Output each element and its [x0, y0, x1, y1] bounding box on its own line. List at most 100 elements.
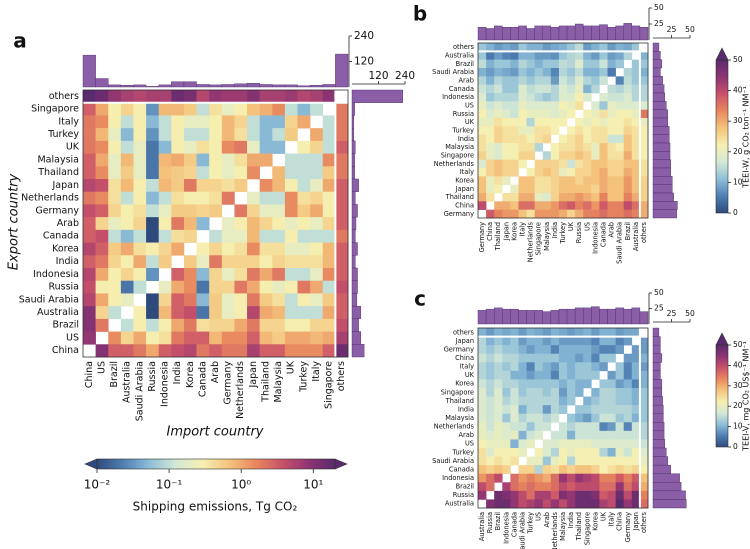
heatmap-cell [591, 439, 600, 449]
top-marginal-tick-label: 240 [354, 30, 374, 42]
heatmap-cell [518, 201, 527, 210]
heatmap-cell [583, 370, 592, 380]
right-marginal-bar [652, 67, 661, 77]
heatmap-cell [583, 422, 592, 432]
heatmap-cell [284, 255, 298, 269]
heatmap-cell [607, 370, 616, 380]
heatmap-cell [120, 318, 134, 332]
heatmap-cell [310, 204, 324, 218]
heatmap-cell [486, 362, 495, 372]
heatmap-cell [542, 413, 552, 423]
heatmap-cell [221, 318, 235, 332]
heatmap-cell [83, 318, 96, 332]
heatmap-cell [567, 430, 576, 440]
heatmap-cell [478, 396, 487, 406]
heatmap-cell [108, 331, 122, 345]
heatmap-cell [518, 396, 527, 406]
heatmap-cell [575, 473, 584, 483]
heatmap-cell [478, 456, 487, 466]
heatmap-cell [486, 456, 495, 466]
heatmap-cell [510, 126, 519, 135]
heatmap-cell [158, 344, 172, 358]
heatmap-cell [284, 331, 298, 345]
heatmap-cell [607, 134, 616, 144]
heatmap-cell [146, 128, 160, 142]
heatmap-cell [550, 201, 560, 210]
top-marginal-bar [297, 85, 311, 88]
column-label: Indonesia [160, 361, 171, 407]
top-marginal-bar [583, 307, 592, 325]
heatmap-cell [583, 336, 592, 346]
heatmap-cell [494, 143, 503, 152]
colorbar-extend [334, 458, 348, 470]
heatmap-cell [534, 209, 544, 219]
heatmap-cell [494, 396, 503, 406]
heatmap-cell [120, 255, 134, 269]
top-marginal-bar [234, 83, 248, 88]
heatmap-cell [591, 430, 600, 440]
heatmap-cell [518, 184, 527, 194]
heatmap-cell [591, 448, 600, 457]
heatmap-cell [297, 140, 311, 154]
row-label: Italy [460, 168, 474, 176]
row-label: Turkey [47, 129, 79, 140]
heatmap-cell [335, 191, 349, 205]
heatmap-cell [639, 84, 649, 94]
heatmap-cell [171, 179, 185, 193]
heatmap-cell [322, 128, 336, 142]
heatmap-cell [526, 499, 535, 509]
heatmap-cell [171, 166, 185, 180]
heatmap-cell [558, 388, 568, 397]
heatmap-cell [486, 101, 495, 110]
column-label: Malaysia [273, 361, 284, 403]
heatmap-cell [486, 134, 495, 144]
heatmap-cell [221, 179, 235, 193]
heatmap-cell [534, 51, 544, 60]
heatmap-cell [494, 51, 503, 60]
heatmap-cell [133, 204, 147, 218]
heatmap-cell [599, 422, 608, 432]
heatmap-cell [518, 134, 527, 144]
heatmap-cell [518, 439, 527, 449]
x-axis-title: Import country [167, 425, 264, 440]
colorbar [716, 345, 728, 447]
heatmap-cell [95, 115, 109, 129]
heatmap-cell [494, 101, 503, 110]
heatmap-cell [272, 318, 286, 332]
heatmap-cell [478, 176, 487, 185]
heatmap-cell [234, 331, 248, 345]
heatmap-cell [599, 379, 608, 389]
heatmap-cell [494, 176, 503, 185]
heatmap-cell [108, 102, 122, 116]
heatmap-cell [146, 306, 160, 320]
heatmap-cell [591, 201, 600, 210]
heatmap-cell [567, 422, 576, 432]
heatmap-cell [196, 128, 210, 142]
row-label: Japan [455, 337, 474, 345]
column-label: Indonesia [502, 512, 510, 544]
heatmap-cell [158, 191, 172, 205]
heatmap-cell [247, 166, 260, 180]
heatmap-cell [284, 191, 298, 205]
heatmap-cell [567, 370, 576, 380]
heatmap-cell [108, 115, 122, 129]
heatmap-cell [550, 151, 560, 160]
heatmap-cell [639, 101, 649, 110]
heatmap-cell [567, 193, 576, 202]
right-marginal-bar [652, 176, 673, 185]
heatmap-cell [502, 151, 511, 160]
heatmap-cell [542, 482, 552, 492]
heatmap-cell [623, 168, 633, 177]
heatmap-cell [599, 201, 608, 210]
top-marginal-bar [534, 25, 543, 41]
heatmap-cell [583, 43, 592, 52]
heatmap-cell [272, 191, 286, 205]
heatmap-cell [534, 126, 544, 135]
heatmap-cell [310, 90, 324, 104]
heatmap-cell [183, 166, 197, 180]
heatmap-cell [335, 344, 349, 358]
heatmap-cell [494, 328, 503, 337]
heatmap-cell [247, 217, 260, 231]
heatmap-cell [567, 362, 576, 372]
right-marginal-bar [652, 464, 671, 474]
